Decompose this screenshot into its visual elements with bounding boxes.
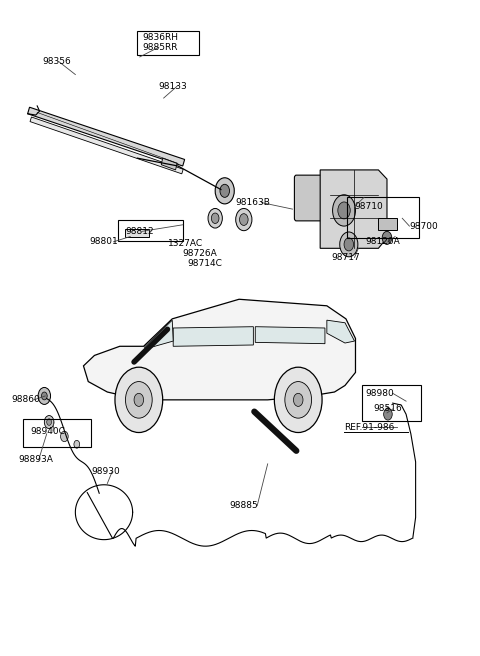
Text: 98163B: 98163B <box>235 198 270 207</box>
Polygon shape <box>28 107 185 166</box>
Polygon shape <box>320 170 387 249</box>
FancyBboxPatch shape <box>294 175 351 221</box>
Text: REF.91-986: REF.91-986 <box>344 422 395 432</box>
Polygon shape <box>125 229 149 237</box>
Circle shape <box>74 440 80 448</box>
Text: 98717: 98717 <box>332 253 360 262</box>
Text: 98930: 98930 <box>91 467 120 476</box>
Circle shape <box>344 238 354 251</box>
Text: 98940C: 98940C <box>30 426 65 436</box>
Bar <box>118 220 183 241</box>
Circle shape <box>382 232 392 245</box>
Circle shape <box>60 431 68 441</box>
Circle shape <box>236 209 252 231</box>
Polygon shape <box>378 218 397 230</box>
Text: 98133: 98133 <box>159 82 188 91</box>
Text: 9836RH: 9836RH <box>142 33 178 42</box>
Circle shape <box>41 392 47 400</box>
Text: 98356: 98356 <box>42 57 71 66</box>
Bar <box>137 31 199 55</box>
Polygon shape <box>30 117 183 174</box>
Circle shape <box>215 178 234 204</box>
Circle shape <box>208 209 222 228</box>
Text: 98710: 98710 <box>355 202 384 211</box>
Text: 98860: 98860 <box>11 396 40 404</box>
Circle shape <box>38 388 50 405</box>
Circle shape <box>240 214 248 226</box>
Polygon shape <box>255 327 325 344</box>
Text: 98700: 98700 <box>409 222 438 231</box>
Text: 98726A: 98726A <box>183 249 217 258</box>
Circle shape <box>44 415 54 428</box>
Polygon shape <box>84 299 356 400</box>
Text: 98812: 98812 <box>125 227 154 236</box>
Text: 98120A: 98120A <box>365 237 400 246</box>
Text: 98980: 98980 <box>365 389 394 398</box>
Bar <box>348 197 419 238</box>
Circle shape <box>115 367 163 432</box>
Circle shape <box>293 394 303 406</box>
Polygon shape <box>144 320 173 349</box>
Polygon shape <box>161 158 177 170</box>
Circle shape <box>384 408 392 420</box>
Circle shape <box>220 184 229 197</box>
Circle shape <box>47 419 51 425</box>
Circle shape <box>333 195 356 226</box>
Bar <box>23 419 91 447</box>
Circle shape <box>285 382 312 418</box>
Text: 9885RR: 9885RR <box>142 43 178 52</box>
Text: 98885: 98885 <box>229 501 258 510</box>
Text: 1327AC: 1327AC <box>168 239 204 247</box>
Text: 98516: 98516 <box>373 405 402 413</box>
Circle shape <box>134 394 144 406</box>
Polygon shape <box>327 320 355 343</box>
Text: 98801: 98801 <box>90 237 119 246</box>
Circle shape <box>275 367 322 432</box>
Circle shape <box>125 382 152 418</box>
Circle shape <box>338 202 350 219</box>
Circle shape <box>340 232 358 256</box>
Text: 98893A: 98893A <box>18 455 53 464</box>
Bar <box>362 386 421 420</box>
Circle shape <box>385 407 391 415</box>
Circle shape <box>211 213 219 224</box>
Text: 98714C: 98714C <box>188 260 222 268</box>
Polygon shape <box>173 327 253 346</box>
